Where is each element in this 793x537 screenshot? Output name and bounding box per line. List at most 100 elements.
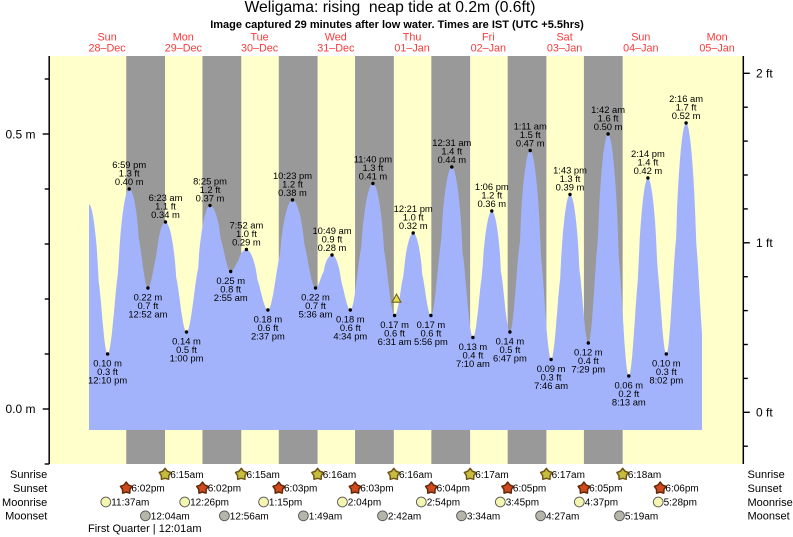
svg-text:Sat: Sat	[556, 31, 572, 43]
svg-text:0.7 ft: 0.7 ft	[137, 300, 158, 311]
svg-text:7:52 am: 7:52 am	[229, 220, 263, 231]
svg-text:0.09 m: 0.09 m	[537, 363, 566, 374]
svg-text:12:21 pm: 12:21 pm	[394, 203, 433, 214]
svg-text:First Quarter | 12:01am: First Quarter | 12:01am	[88, 523, 202, 535]
svg-text:6:59 pm: 6:59 pm	[112, 159, 146, 170]
svg-text:6:17am: 6:17am	[552, 470, 585, 481]
svg-text:5:19am: 5:19am	[625, 511, 658, 522]
svg-text:0.39 m: 0.39 m	[556, 181, 585, 192]
svg-text:12:26pm: 12:26pm	[190, 498, 229, 509]
svg-text:31–Dec: 31–Dec	[317, 42, 355, 54]
svg-text:6:23 am: 6:23 am	[149, 192, 183, 203]
svg-text:0.4 ft: 0.4 ft	[578, 355, 599, 366]
svg-text:0.9 ft: 0.9 ft	[322, 234, 343, 245]
svg-text:1.4 ft: 1.4 ft	[637, 157, 658, 168]
svg-text:5:56 pm: 5:56 pm	[414, 336, 448, 347]
svg-text:0.47 m: 0.47 m	[516, 137, 545, 148]
svg-text:1.0 ft: 1.0 ft	[236, 228, 257, 239]
svg-text:4:37pm: 4:37pm	[585, 498, 618, 509]
svg-text:1:43 pm: 1:43 pm	[553, 165, 587, 176]
svg-text:Mon: Mon	[173, 31, 194, 43]
svg-text:Sunset: Sunset	[748, 483, 782, 495]
svg-text:0.12 m: 0.12 m	[574, 346, 603, 357]
svg-text:05–Jan: 05–Jan	[699, 42, 734, 54]
svg-text:12:04am: 12:04am	[151, 511, 190, 522]
svg-text:0.0 m: 0.0 m	[5, 402, 35, 416]
svg-text:Moonset: Moonset	[5, 511, 47, 523]
svg-text:Wed: Wed	[325, 31, 347, 43]
svg-text:03–Jan: 03–Jan	[547, 42, 582, 54]
svg-text:10:23 pm: 10:23 pm	[273, 170, 312, 181]
svg-text:0.18 m: 0.18 m	[254, 313, 283, 324]
svg-text:Moonrise: Moonrise	[2, 497, 47, 509]
svg-text:0.10 m: 0.10 m	[93, 357, 122, 368]
svg-text:0.5 ft: 0.5 ft	[499, 344, 520, 355]
svg-text:0 ft: 0 ft	[756, 406, 773, 420]
svg-text:Fri: Fri	[482, 31, 495, 43]
svg-text:7:10 am: 7:10 am	[456, 358, 490, 369]
svg-text:11:37am: 11:37am	[111, 498, 149, 509]
svg-text:Moonset: Moonset	[748, 511, 790, 523]
svg-text:0.34 m: 0.34 m	[151, 209, 180, 220]
svg-text:Moonrise: Moonrise	[748, 497, 793, 509]
svg-text:0.42 m: 0.42 m	[634, 165, 663, 176]
svg-text:0.40 m: 0.40 m	[115, 176, 144, 187]
svg-text:10:49 am: 10:49 am	[312, 225, 351, 236]
svg-text:5:28pm: 5:28pm	[664, 498, 697, 509]
svg-text:Sunset: Sunset	[13, 483, 47, 495]
svg-text:02–Jan: 02–Jan	[471, 42, 506, 54]
svg-text:0.5 ft: 0.5 ft	[176, 344, 197, 355]
svg-text:1:00 pm: 1:00 pm	[170, 352, 204, 363]
svg-text:1.6 ft: 1.6 ft	[598, 113, 619, 124]
svg-text:12:52 am: 12:52 am	[128, 308, 167, 319]
svg-text:01–Jan: 01–Jan	[394, 42, 429, 54]
svg-text:0.44 m: 0.44 m	[437, 154, 466, 165]
svg-text:0.13 m: 0.13 m	[459, 341, 488, 352]
svg-text:0.14 m: 0.14 m	[496, 335, 525, 346]
svg-text:1.2 ft: 1.2 ft	[282, 179, 303, 190]
svg-text:0.38 m: 0.38 m	[278, 187, 307, 198]
svg-text:2:42am: 2:42am	[388, 511, 421, 522]
svg-text:4:27am: 4:27am	[546, 511, 579, 522]
svg-text:Sun: Sun	[631, 31, 650, 43]
svg-text:0.06 m: 0.06 m	[614, 379, 643, 390]
svg-text:0.29 m: 0.29 m	[232, 236, 261, 247]
svg-text:6:03pm: 6:03pm	[360, 484, 393, 495]
svg-text:0.17 m: 0.17 m	[380, 319, 409, 330]
svg-text:2:37 pm: 2:37 pm	[251, 330, 285, 341]
svg-text:Thu: Thu	[403, 31, 422, 43]
svg-text:0.28 m: 0.28 m	[318, 242, 347, 253]
svg-text:8:02 pm: 8:02 pm	[649, 374, 683, 385]
svg-text:1.2 ft: 1.2 ft	[200, 184, 221, 195]
svg-text:1 ft: 1 ft	[756, 236, 773, 250]
svg-text:1:42 am: 1:42 am	[591, 104, 625, 115]
svg-text:6:47 pm: 6:47 pm	[493, 352, 527, 363]
svg-text:0.50 m: 0.50 m	[594, 121, 623, 132]
svg-text:0.22 m: 0.22 m	[134, 291, 163, 302]
svg-text:1:15pm: 1:15pm	[269, 498, 302, 509]
svg-text:0.6 ft: 0.6 ft	[257, 322, 278, 333]
svg-text:04–Jan: 04–Jan	[623, 42, 658, 54]
svg-text:1.3 ft: 1.3 ft	[362, 162, 383, 173]
svg-text:0.8 ft: 0.8 ft	[220, 283, 241, 294]
svg-text:6:15am: 6:15am	[247, 470, 280, 481]
svg-text:6:18am: 6:18am	[628, 470, 661, 481]
svg-text:2:14 pm: 2:14 pm	[631, 148, 665, 159]
svg-text:6:04pm: 6:04pm	[437, 484, 470, 495]
svg-text:0.10 m: 0.10 m	[652, 357, 681, 368]
svg-text:Mon: Mon	[707, 31, 728, 43]
svg-text:6:02pm: 6:02pm	[208, 484, 241, 495]
svg-text:0.37 m: 0.37 m	[196, 192, 225, 203]
svg-text:0.6 ft: 0.6 ft	[340, 322, 361, 333]
svg-text:6:06pm: 6:06pm	[665, 484, 698, 495]
svg-text:3:45pm: 3:45pm	[506, 498, 539, 509]
svg-text:6:15am: 6:15am	[170, 470, 203, 481]
svg-text:5:36 am: 5:36 am	[299, 308, 333, 319]
svg-text:8:13 am: 8:13 am	[612, 396, 646, 407]
svg-text:30–Dec: 30–Dec	[241, 42, 279, 54]
svg-text:Sunrise: Sunrise	[10, 469, 47, 481]
svg-text:11:40 pm: 11:40 pm	[354, 154, 393, 165]
svg-text:6:05pm: 6:05pm	[589, 484, 622, 495]
svg-text:12:10 pm: 12:10 pm	[88, 374, 127, 385]
svg-text:1.5 ft: 1.5 ft	[520, 129, 541, 140]
